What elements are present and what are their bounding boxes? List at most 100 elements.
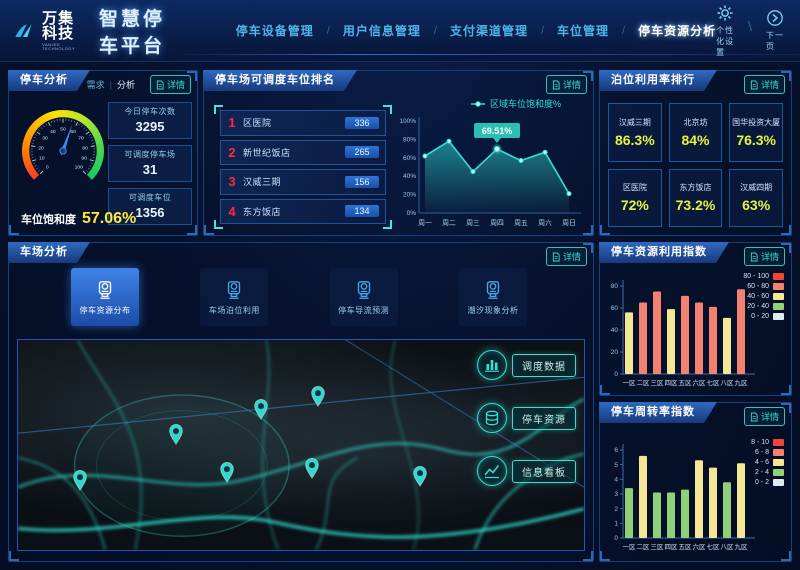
nav-item-1[interactable]: 用户信息管理	[342, 24, 421, 38]
pin-icon	[169, 424, 184, 445]
city-map[interactable]: 调度数据停车资源信息看板	[17, 339, 585, 551]
lot-name: 新世纪饭店	[243, 147, 291, 158]
berth-card[interactable]: 区医院 72%	[608, 168, 662, 227]
nav-item-3[interactable]: 车位管理	[557, 24, 610, 38]
lot-tab-3[interactable]: 潮汐现象分析	[458, 268, 527, 326]
space-count-badge: 156	[345, 175, 379, 188]
toggle-demand[interactable]: 需求	[86, 80, 105, 90]
detail-button[interactable]: 详情	[545, 75, 587, 94]
map-location-pin[interactable]	[73, 470, 88, 492]
nav-item-2[interactable]: 支付渠道管理	[449, 24, 528, 38]
nav-item-4[interactable]: 停车资源分析	[638, 24, 717, 38]
detail-button[interactable]: 详情	[743, 75, 785, 94]
svg-text:周日: 周日	[562, 219, 576, 227]
panel-title: 泊位利用率排行	[599, 70, 717, 91]
space-count-badge: 134	[345, 205, 379, 218]
svg-text:40: 40	[611, 327, 619, 334]
svg-text:周五: 周五	[514, 219, 528, 227]
lot-tab-1[interactable]: 车场泊位利用	[200, 268, 269, 326]
map-button-1[interactable]: 停车资源	[477, 403, 576, 433]
brand-name: 万集科技	[42, 9, 75, 42]
lot-tab-label: 停车导流预测	[338, 305, 390, 315]
svg-text:四区: 四区	[665, 543, 679, 551]
lot-name: 区医院	[243, 118, 272, 129]
svg-text:1: 1	[614, 521, 618, 528]
parking-meter-icon	[228, 280, 241, 299]
ranking-row[interactable]: 2 新世纪饭店 265	[220, 139, 386, 165]
svg-text:50: 50	[60, 126, 66, 132]
svg-text:一区: 一区	[623, 543, 637, 551]
map-button-0[interactable]: 调度数据	[477, 350, 576, 380]
lot-analysis-panel: 车场分析 详情 停车资源分布 车场泊位利用 停车导流预测 潮汐现象分析	[8, 242, 594, 562]
berth-name: 汉威三期	[618, 117, 651, 127]
svg-text:70: 70	[78, 136, 84, 142]
svg-text:八区: 八区	[721, 543, 735, 551]
svg-text:六区: 六区	[693, 378, 707, 387]
ranking-row[interactable]: 1 区医院 336	[220, 110, 386, 136]
svg-text:周四: 周四	[490, 219, 504, 227]
pin-icon	[305, 457, 320, 479]
rank-number: 3	[228, 174, 236, 190]
map-location-pin[interactable]	[412, 466, 427, 487]
svg-text:69.51%: 69.51%	[482, 126, 513, 136]
map-location-pin[interactable]	[220, 461, 235, 483]
detail-button[interactable]: 详情	[545, 247, 587, 266]
svg-text:80: 80	[82, 145, 88, 151]
next-page-button[interactable]: 下一页	[766, 9, 784, 52]
pin-icon	[220, 461, 235, 483]
resource-index-panel: 停车资源利用指数 详情 80 - 100 60 - 80 40 - 60 20 - 4…	[599, 242, 792, 396]
svg-text:90: 90	[81, 156, 87, 162]
gear-icon	[717, 5, 733, 20]
svg-text:六区: 六区	[693, 542, 707, 551]
lot-tab-label: 停车资源分布	[79, 305, 131, 315]
map-location-pin[interactable]	[310, 386, 325, 408]
logo: 万集科技 VANJEE TECHNOLOGY	[0, 11, 85, 51]
berth-card[interactable]: 汉威四期 63%	[729, 168, 783, 227]
lot-tab-0[interactable]: 停车资源分布	[71, 268, 139, 326]
map-location-pin[interactable]	[305, 457, 320, 479]
personal-settings-button[interactable]: 个性化设置	[716, 4, 734, 58]
berth-name: 区医院	[622, 183, 647, 193]
space-count-badge: 265	[345, 146, 379, 159]
lot-tab-2[interactable]: 停车导流预测	[329, 268, 398, 326]
berth-card[interactable]: 北京坊 84%	[668, 103, 723, 162]
detail-button[interactable]: 详情	[149, 75, 191, 94]
nav-item-0[interactable]: 停车设备管理	[235, 24, 314, 38]
svg-text:八区: 八区	[721, 379, 735, 387]
legend-swatch	[773, 313, 784, 320]
next-arrow-icon	[767, 10, 783, 26]
legend-swatch	[773, 459, 784, 466]
pin-icon	[311, 386, 325, 408]
map-button-label: 信息看板	[512, 459, 576, 483]
berth-utilization-value: 76.3%	[736, 131, 777, 148]
svg-text:40%: 40%	[403, 173, 416, 180]
svg-text:60%: 60%	[403, 155, 416, 162]
berth-card[interactable]: 汉威三期 86.3%	[608, 103, 662, 162]
database-icon	[485, 410, 499, 426]
detail-button[interactable]: 详情	[743, 407, 785, 426]
legend-item: 60 - 80	[732, 283, 784, 290]
detail-button[interactable]: 详情	[743, 247, 785, 266]
panel-title: 车场分析	[8, 242, 90, 263]
berth-card[interactable]: 国华投资大厦 76.3%	[729, 103, 783, 162]
map-button-2[interactable]: 信息看板	[477, 456, 576, 486]
legend-item: 0 - 20	[732, 313, 784, 320]
berth-name: 东方饭店	[679, 183, 712, 193]
svg-text:0: 0	[614, 371, 618, 378]
ranking-row[interactable]: 3 汉威三期 156	[220, 169, 386, 195]
line-chart-icon	[484, 465, 500, 479]
map-location-pin[interactable]	[169, 424, 184, 445]
svg-text:100%: 100%	[399, 118, 416, 125]
demand-analysis-toggle: 需求 | 分析	[86, 79, 135, 91]
berth-name: 国华投资大厦	[732, 117, 781, 127]
map-location-pin[interactable]	[254, 398, 269, 420]
map-button-label: 调度数据	[512, 353, 576, 377]
dispatch-ranking-panel: 停车场可调度车位排名 详情 1 区医院 336 2 新世纪饭店 265 3 汉威三期 156 4 东…	[203, 70, 594, 236]
berth-card[interactable]: 东方饭店 73.2%	[668, 168, 723, 227]
ranking-row[interactable]: 4 东方饭店 134	[220, 198, 386, 224]
toggle-analysis[interactable]: 分析	[116, 80, 135, 90]
svg-text:6: 6	[614, 447, 618, 454]
svg-text:九区: 九区	[735, 378, 749, 387]
legend-item: 2 - 4	[732, 469, 784, 476]
